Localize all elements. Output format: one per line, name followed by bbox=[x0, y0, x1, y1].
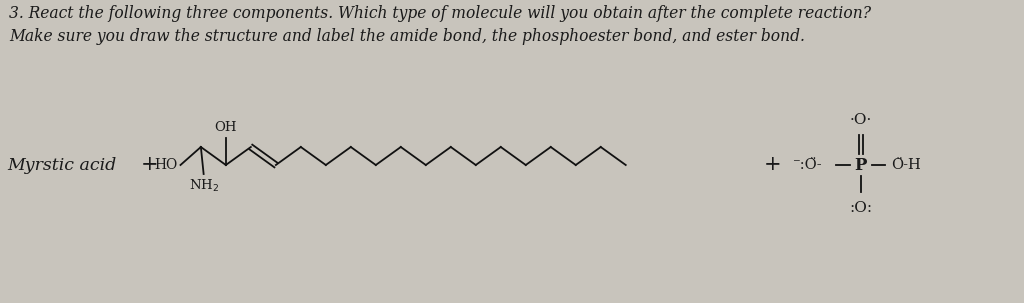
Text: NH$_2$: NH$_2$ bbox=[188, 178, 219, 194]
Text: P: P bbox=[855, 157, 867, 174]
Text: +: + bbox=[764, 155, 781, 175]
Text: 3. React the following three components. Which type of molecule will you obtain : 3. React the following three components.… bbox=[9, 5, 871, 22]
Text: +: + bbox=[141, 155, 159, 175]
Text: Myrstic acid: Myrstic acid bbox=[7, 157, 117, 174]
Text: OH: OH bbox=[215, 121, 238, 134]
Text: ·O·: ·O· bbox=[850, 113, 872, 127]
Text: Make sure you draw the structure and label the amide bond, the phosphoester bond: Make sure you draw the structure and lab… bbox=[9, 28, 805, 45]
Text: Ö-H: Ö-H bbox=[891, 158, 922, 172]
Text: ⁻:Ö-: ⁻:Ö- bbox=[793, 158, 822, 172]
Text: HO: HO bbox=[155, 158, 178, 172]
Text: :O:: :O: bbox=[849, 201, 872, 215]
